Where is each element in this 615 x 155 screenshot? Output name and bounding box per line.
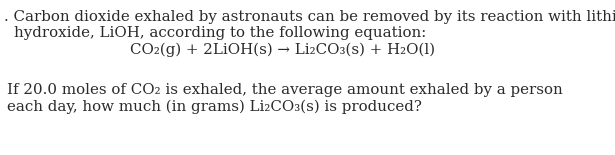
Text: hydroxide, LiOH, according to the following equation:: hydroxide, LiOH, according to the follow… — [14, 26, 426, 40]
Text: If 20.0 moles of CO₂ is exhaled, the average amount exhaled by a person: If 20.0 moles of CO₂ is exhaled, the ave… — [7, 83, 563, 97]
Text: each day, how much (in grams) Li₂CO₃(s) is produced?: each day, how much (in grams) Li₂CO₃(s) … — [7, 100, 422, 114]
Text: CO₂(g) + 2LiOH(s) → Li₂CO₃(s) + H₂O(l): CO₂(g) + 2LiOH(s) → Li₂CO₃(s) + H₂O(l) — [130, 43, 435, 57]
Text: . Carbon dioxide exhaled by astronauts can be removed by its reaction with lithi: . Carbon dioxide exhaled by astronauts c… — [4, 10, 615, 24]
